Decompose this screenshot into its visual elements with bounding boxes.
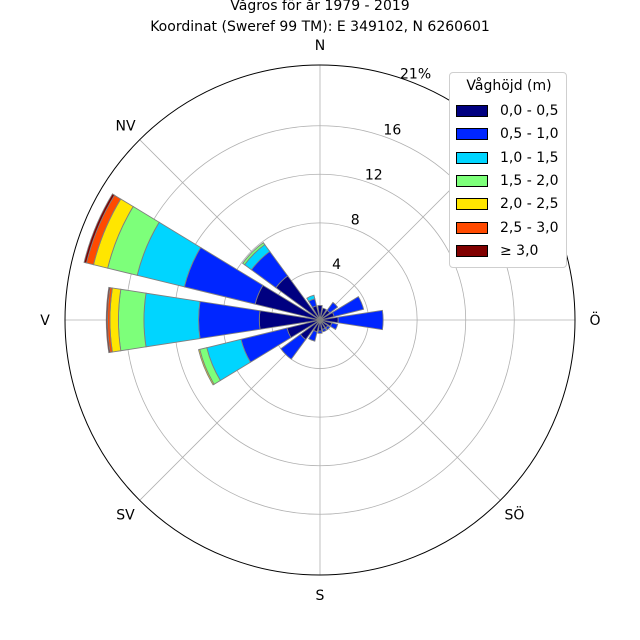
chart-title: Vågros för år 1979 - 2019	[230, 0, 410, 14]
bar-sso-2	[321, 327, 327, 333]
legend-swatch	[456, 105, 488, 117]
legend-swatch	[456, 128, 488, 141]
bar-vsv-5	[197, 348, 215, 386]
radial-tick-label: 4	[332, 257, 341, 273]
bar-sv-2	[280, 333, 307, 360]
radial-tick-label: 12	[365, 167, 383, 183]
legend-item: 0,0 - 0,5	[456, 103, 564, 121]
bar-nv-4	[241, 241, 266, 266]
bar-n-1	[317, 304, 323, 321]
bar-ssv-2	[308, 329, 318, 342]
direction-label: SÖ	[505, 505, 525, 523]
legend-label: 2,0 - 2,5	[500, 196, 559, 213]
legend-item: ≥ 3,0	[456, 243, 564, 261]
outer-circle	[64, 64, 576, 576]
chart-subtitle: Koordinat (Sweref 99 TM): E 349102, N 62…	[150, 19, 490, 35]
legend-swatch	[456, 221, 488, 234]
bar-s-2	[317, 330, 323, 334]
legend: Våghöjd (m) 0,0 - 0,5 0,5 - 1,0 1,0 - 1,5 1…	[449, 72, 567, 268]
direction-label: N	[315, 38, 325, 54]
direction-label: NV	[116, 119, 136, 135]
grid-spoke-4	[319, 319, 501, 501]
bar-nnv-3	[306, 294, 316, 302]
legend-label: 0,0 - 0,5	[500, 103, 559, 119]
legend-label: ≥ 3,0	[500, 242, 539, 259]
radial-tick-label: 16	[383, 123, 401, 139]
radial-tick-label: 8	[351, 212, 360, 228]
legend-label: 1,0 - 1,5	[500, 149, 559, 166]
legend-item: 2,5 - 3,0	[456, 220, 564, 238]
bar-ö-2	[337, 309, 384, 331]
legend-label: 2,5 - 3,0	[500, 219, 559, 236]
direction-label: SV	[116, 507, 135, 523]
legend-swatch	[456, 174, 488, 187]
bar-v-3	[143, 292, 201, 348]
bar-v-2	[198, 300, 261, 340]
radial-tick-label: 21%	[400, 66, 431, 82]
bar-v-4	[117, 288, 147, 352]
bar-no-2	[326, 301, 339, 314]
legend-title: Våghöjd (m)	[466, 78, 552, 94]
legend-swatch	[456, 244, 488, 257]
direction-label: Ö	[589, 311, 600, 329]
bar-vnv-7	[83, 193, 116, 264]
legend-item: 2,0 - 2,5	[456, 196, 564, 214]
legend-swatch	[456, 198, 488, 211]
legend-item: 1,5 - 2,0	[456, 173, 564, 191]
legend-label: 1,5 - 2,0	[500, 172, 559, 189]
legend-label: 0,5 - 1,0	[500, 126, 559, 143]
bar-ono-2	[331, 296, 365, 318]
direction-label: S	[316, 588, 325, 604]
bar-oso-2	[329, 322, 339, 331]
bar-sö-2	[325, 325, 331, 331]
bar-nno-1	[319, 307, 327, 321]
legend-swatch	[456, 151, 488, 164]
legend-item: 0,5 - 1,0	[456, 126, 564, 144]
direction-label: V	[40, 313, 50, 329]
bar-v-7	[105, 286, 111, 354]
legend-item: 1,0 - 1,5	[456, 150, 564, 168]
